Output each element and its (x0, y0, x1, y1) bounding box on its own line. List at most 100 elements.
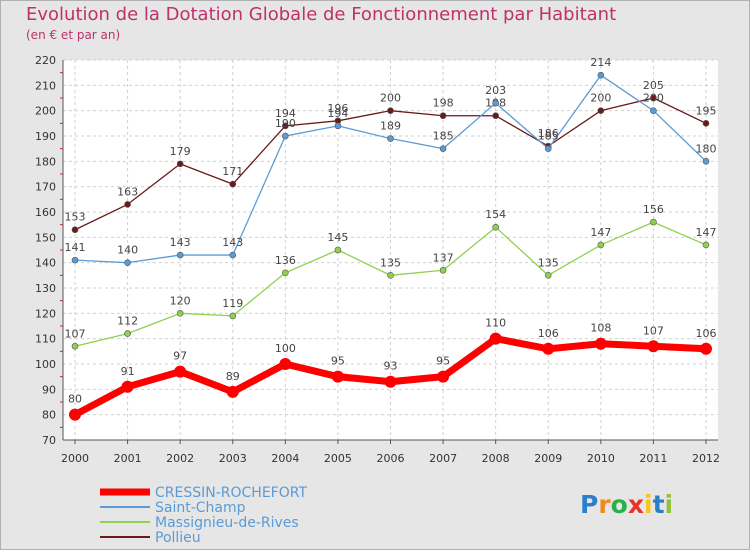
x-tick-label-2007: 2007 (429, 452, 457, 465)
data-point (282, 122, 289, 130)
data-label: 112 (117, 315, 138, 328)
proxiti-logo: Proxiti (580, 490, 673, 519)
data-label: 194 (275, 107, 296, 120)
data-point (650, 107, 657, 114)
data-label: 93 (384, 360, 398, 373)
data-label: 185 (538, 130, 559, 143)
y-tick-label-220: 220 (35, 54, 56, 67)
chart-subtitle: (en € et par an) (26, 28, 121, 42)
data-point (282, 132, 289, 140)
data-label: 200 (590, 92, 611, 105)
data-label: 214 (590, 56, 611, 69)
data-point (229, 312, 237, 320)
data-point (387, 107, 394, 114)
data-label: 147 (590, 226, 611, 239)
data-point (702, 158, 710, 165)
data-label: 194 (327, 107, 348, 120)
data-label: 189 (380, 120, 401, 133)
data-label: 89 (226, 370, 240, 383)
y-tick-label-100: 100 (35, 358, 56, 371)
data-point (544, 272, 552, 279)
data-point (439, 112, 447, 120)
logo-letter: i (664, 490, 674, 519)
data-point (124, 259, 131, 266)
data-label: 107 (643, 324, 664, 337)
data-point (176, 160, 184, 168)
data-point (702, 120, 710, 127)
data-point (542, 342, 555, 355)
data-point (334, 122, 342, 130)
data-point (439, 266, 447, 274)
data-label: 171 (222, 165, 243, 178)
logo-letter: x (627, 490, 644, 519)
x-tick-label-2008: 2008 (482, 452, 510, 465)
data-point (437, 370, 450, 383)
data-label: 135 (538, 256, 559, 269)
data-label: 200 (380, 92, 401, 105)
data-point (387, 135, 394, 142)
data-point (492, 99, 499, 107)
data-point (124, 330, 131, 337)
data-label: 186 (538, 127, 559, 140)
x-tick-label-2001: 2001 (114, 452, 142, 465)
data-point (650, 94, 657, 102)
data-label: 135 (380, 256, 401, 269)
data-point (174, 365, 187, 378)
data-label: 147 (696, 226, 717, 239)
data-point (71, 256, 79, 264)
x-tick-label-2011: 2011 (639, 452, 667, 465)
y-tick-label-90: 90 (42, 383, 56, 396)
data-label: 143 (222, 236, 243, 249)
data-point (71, 226, 79, 234)
data-point (650, 218, 657, 226)
logo-letter: P (580, 490, 599, 519)
data-label: 145 (327, 231, 348, 244)
logo-letter: i (644, 490, 653, 519)
y-tick-label-180: 180 (35, 155, 56, 168)
data-point (226, 385, 239, 398)
data-point (597, 241, 605, 249)
data-point (594, 337, 607, 350)
legend-label-Massignieu-de-Rives: Massignieu-de-Rives (155, 515, 299, 531)
data-point (69, 408, 81, 421)
data-point (279, 358, 292, 370)
data-point (597, 107, 605, 114)
data-label: 95 (436, 355, 450, 368)
data-label: 156 (643, 203, 664, 216)
series-Massignieu-de-Rives: 107 112 120 119 136 145 135 137 154 135 147 156 147 (65, 203, 717, 350)
data-point (492, 223, 499, 231)
x-tick-label-2010: 2010 (587, 452, 615, 465)
x-tick-label-2012: 2012 (692, 452, 720, 465)
data-point (229, 251, 237, 259)
y-tick-label-170: 170 (35, 181, 56, 194)
x-tick-label-2004: 2004 (271, 452, 299, 465)
data-label: 95 (331, 355, 345, 368)
data-point (439, 145, 447, 152)
y-tick-label-210: 210 (35, 79, 56, 92)
legend-label-CRESSIN-ROCHEFORT: CRESSIN-ROCHEFORT (155, 485, 307, 501)
data-point (384, 375, 397, 388)
data-label: 137 (433, 251, 454, 264)
data-label: 141 (65, 241, 86, 254)
data-point (334, 246, 342, 254)
data-label: 143 (170, 236, 191, 249)
data-point (489, 332, 502, 345)
data-label: 200 (643, 92, 664, 105)
data-label: 107 (65, 327, 86, 340)
data-label: 153 (65, 211, 86, 224)
data-label: 195 (696, 104, 717, 117)
logo-letter: t (652, 490, 665, 519)
y-tick-label-140: 140 (35, 257, 56, 270)
x-tick-label-2003: 2003 (219, 452, 247, 465)
data-point (387, 272, 394, 279)
data-label: 179 (170, 145, 191, 158)
data-point (121, 380, 134, 393)
y-tick-label-120: 120 (35, 307, 56, 320)
y-tick-label-70: 70 (42, 434, 56, 447)
data-label: 185 (433, 130, 454, 143)
data-point (492, 112, 499, 120)
chart-title: Evolution de la Dotation Globale de Fonc… (26, 4, 617, 25)
data-label: 198 (433, 97, 454, 110)
